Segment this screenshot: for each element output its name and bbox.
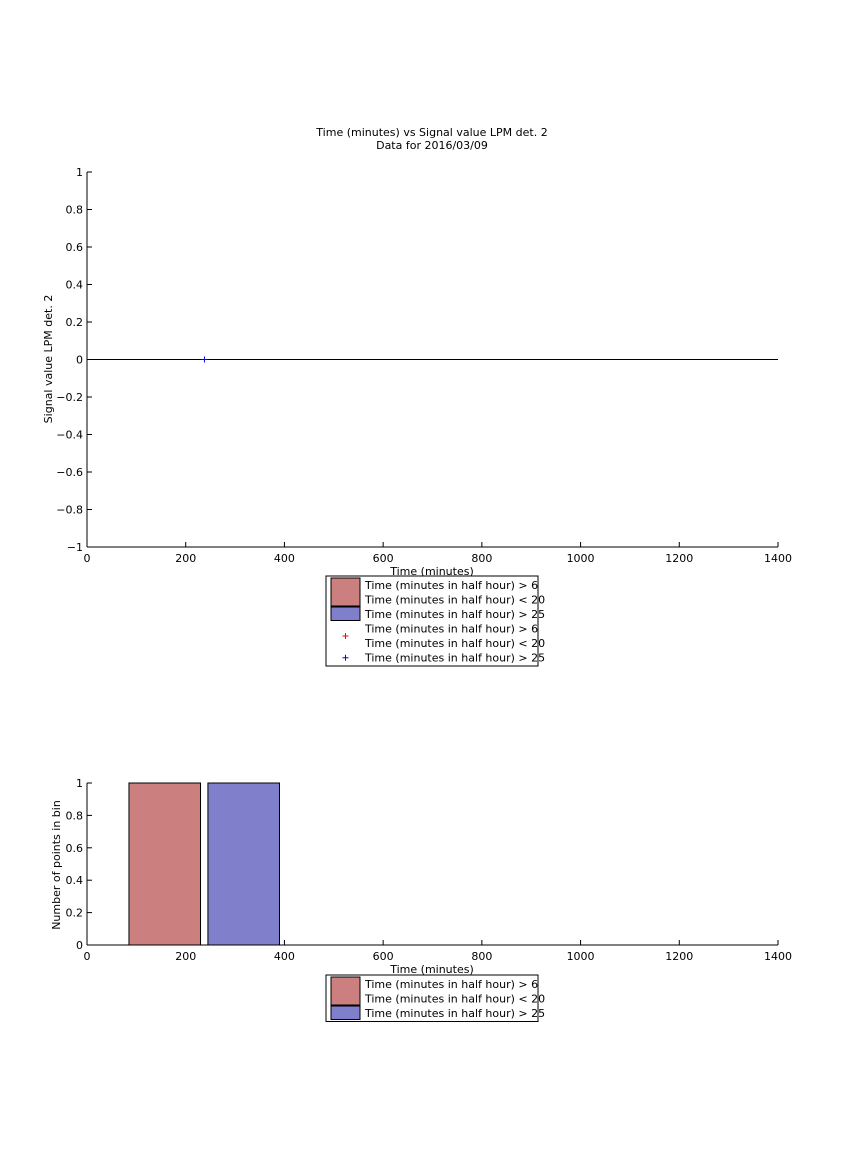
x-tick-label: 800 — [471, 950, 492, 963]
y-axis-label: Signal value LPM det. 2 — [42, 295, 55, 424]
y-tick-label: 0 — [76, 354, 83, 367]
legend-label: Time (minutes in half hour) > 6 — [364, 623, 538, 636]
bar — [128, 782, 202, 946]
x-axis-label: Time (minutes) — [389, 565, 474, 578]
legend-label: Time (minutes in half hour) > 25 — [364, 652, 545, 665]
x-tick-label: 200 — [175, 552, 196, 565]
data-point — [201, 356, 208, 363]
chart-subtitle: Data for 2016/03/09 — [376, 139, 488, 152]
x-tick-label: 800 — [471, 552, 492, 565]
y-tick-label: 0.4 — [66, 874, 84, 887]
x-tick-label: 1400 — [764, 552, 792, 565]
legend-swatch — [330, 606, 361, 621]
x-tick-label: 400 — [274, 552, 295, 565]
legend-swatch — [330, 577, 361, 607]
y-tick-label: 0.6 — [66, 241, 84, 254]
legend-box — [325, 575, 539, 667]
y-tick-label: 0 — [76, 939, 83, 952]
legend-label: Time (minutes in half hour) > 25 — [364, 1007, 545, 1020]
bar-chart: Time (minutes) Number of points in bin 0… — [50, 777, 792, 1022]
y-tick-label: 0.6 — [66, 842, 84, 855]
x-tick-label: 1400 — [764, 950, 792, 963]
bar — [207, 782, 280, 946]
legend-label: Time (minutes in half hour) > 6 — [364, 579, 538, 592]
legend-label: Time (minutes in half hour) > 25 — [364, 608, 545, 621]
y-tick-label: 0.8 — [66, 204, 84, 217]
x-tick-label: 600 — [373, 552, 394, 565]
y-tick-label: −0.2 — [56, 391, 83, 404]
y-tick-label: 0.4 — [66, 279, 84, 292]
legend-swatch — [330, 976, 361, 1006]
x-tick-label: 1200 — [665, 950, 693, 963]
legend-marker — [342, 654, 349, 661]
y-tick-label: 0.8 — [66, 809, 84, 822]
x-tick-label: 1000 — [567, 552, 595, 565]
legend-marker — [342, 633, 349, 639]
x-tick-label: 400 — [274, 950, 295, 963]
legend-label: Time (minutes in half hour) > 6 — [364, 978, 538, 991]
legend-label: Time (minutes in half hour) < 20 — [364, 637, 545, 650]
x-tick-label: 1200 — [665, 552, 693, 565]
scatter-chart: Time (minutes) vs Signal value LPM det. … — [42, 126, 792, 667]
x-tick-label: 600 — [373, 950, 394, 963]
legend-swatch — [330, 1005, 361, 1020]
y-tick-label: −0.4 — [56, 429, 83, 442]
y-tick-label: −0.6 — [56, 466, 83, 479]
y-tick-label: −1 — [67, 541, 83, 554]
legend-label: Time (minutes in half hour) < 20 — [364, 594, 545, 607]
x-tick-label: 0 — [84, 552, 91, 565]
y-tick-label: 1 — [76, 166, 83, 179]
legend-box — [325, 974, 539, 1022]
chart-title: Time (minutes) vs Signal value LPM det. … — [315, 126, 547, 139]
x-tick-label: 200 — [175, 950, 196, 963]
x-tick-label: 1000 — [567, 950, 595, 963]
x-tick-label: 0 — [84, 950, 91, 963]
y-axis-label: Number of points in bin — [50, 800, 63, 930]
y-tick-label: 0.2 — [66, 316, 84, 329]
x-axis-label: Time (minutes) — [389, 963, 474, 976]
y-tick-label: 0.2 — [66, 907, 84, 920]
y-tick-label: −0.8 — [56, 504, 83, 517]
legend-label: Time (minutes in half hour) < 20 — [364, 993, 545, 1006]
y-tick-label: 1 — [76, 777, 83, 790]
